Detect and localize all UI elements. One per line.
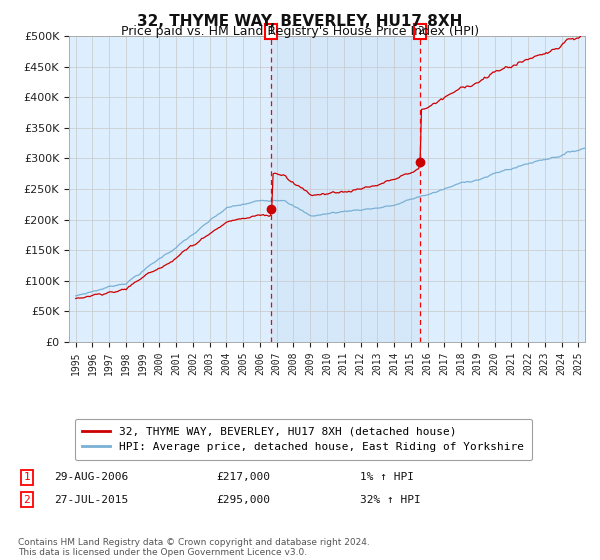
- Text: £295,000: £295,000: [216, 494, 270, 505]
- Text: Contains HM Land Registry data © Crown copyright and database right 2024.
This d: Contains HM Land Registry data © Crown c…: [18, 538, 370, 557]
- Text: Price paid vs. HM Land Registry's House Price Index (HPI): Price paid vs. HM Land Registry's House …: [121, 25, 479, 38]
- Text: 1: 1: [268, 26, 274, 36]
- Text: 1: 1: [23, 472, 31, 482]
- Bar: [271, 36, 421, 342]
- Text: 27-JUL-2015: 27-JUL-2015: [54, 494, 128, 505]
- Text: 2: 2: [417, 26, 424, 36]
- Text: 32, THYME WAY, BEVERLEY, HU17 8XH: 32, THYME WAY, BEVERLEY, HU17 8XH: [137, 14, 463, 29]
- Text: £217,000: £217,000: [216, 472, 270, 482]
- Text: 32% ↑ HPI: 32% ↑ HPI: [360, 494, 421, 505]
- Text: 1% ↑ HPI: 1% ↑ HPI: [360, 472, 414, 482]
- Text: 2: 2: [23, 494, 31, 505]
- Legend: 32, THYME WAY, BEVERLEY, HU17 8XH (detached house), HPI: Average price, detached: 32, THYME WAY, BEVERLEY, HU17 8XH (detac…: [74, 419, 532, 460]
- Text: 29-AUG-2006: 29-AUG-2006: [54, 472, 128, 482]
